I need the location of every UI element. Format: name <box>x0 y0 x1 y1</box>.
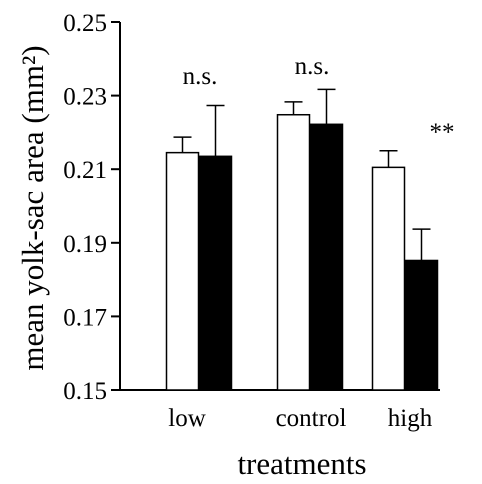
category-label: high <box>388 405 433 432</box>
category-label: low <box>168 405 206 432</box>
y-axis-title: mean yolk-sac area (mm²) <box>15 45 50 370</box>
y-tick-label: 0.23 <box>63 84 107 111</box>
bar-filled <box>198 155 233 391</box>
error-bars <box>173 88 431 261</box>
bar-open <box>371 166 406 391</box>
x-axis-title: treatments <box>237 446 366 481</box>
y-tick-label: 0.19 <box>63 231 107 258</box>
category-labels: low control high <box>168 405 432 432</box>
y-tick-label: 0.17 <box>63 304 107 331</box>
y-tick-label: 0.21 <box>63 157 107 184</box>
y-tick-label: 0.25 <box>63 10 107 37</box>
bar-open <box>165 151 200 391</box>
significance-label: n.s. <box>295 53 330 80</box>
bar-filled <box>309 123 344 391</box>
bar-filled <box>404 259 439 391</box>
category-label: control <box>276 405 347 432</box>
y-tick-label: 0.15 <box>63 378 107 405</box>
bars <box>165 113 439 391</box>
y-ticks: 0.15 0.17 0.19 0.21 0.23 0.25 <box>63 10 120 405</box>
annotations: n.s. n.s. ** <box>183 53 455 146</box>
significance-label: ** <box>430 119 455 146</box>
significance-label: n.s. <box>183 63 218 90</box>
bar-open <box>276 113 311 391</box>
